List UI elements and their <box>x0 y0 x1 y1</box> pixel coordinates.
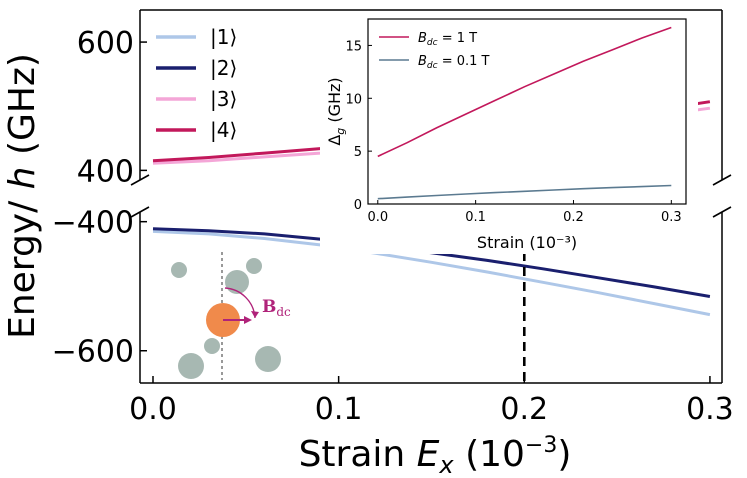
legend-label-2: |2⟩ <box>210 56 237 80</box>
rotation-arc-head <box>251 311 259 318</box>
inset-background <box>320 14 698 254</box>
x-tick-label: 0.0 <box>129 392 177 427</box>
inset-y-tick-label: 15 <box>345 39 362 54</box>
field-arrow-head <box>244 316 252 324</box>
inset-series-line-2 <box>377 184 672 200</box>
inset-x-tick-label: 0.1 <box>465 210 486 225</box>
inset-x-tick-label: 0.2 <box>563 210 584 225</box>
legend-label-3: |3⟩ <box>210 87 237 111</box>
y-tick-label: 600 <box>77 26 134 61</box>
axis-break-mark <box>130 174 150 186</box>
inset-legend-label-2: Bdc = 0.1 T <box>418 54 490 71</box>
inset-plot: 0.0 0.1 0.2 0.3 0 5 10 15 Strain (10⁻³) Δg (GHz) B… <box>320 14 698 254</box>
trapped-ion-schematic: Bdc <box>171 252 291 380</box>
series-line-1 <box>152 229 711 317</box>
ion-circle <box>255 346 281 372</box>
ion-circle <box>204 338 220 354</box>
inset-x-axis-label: Strain (10⁻³) <box>477 233 577 252</box>
inset-y-tick-label: 10 <box>345 92 362 107</box>
field-label: Bdc <box>262 297 291 319</box>
inset-x-tick-label: 0.3 <box>661 210 682 225</box>
inset-y-tick-label: 0 <box>354 198 362 213</box>
x-tick-label: 0.2 <box>500 392 548 427</box>
ion-circle <box>178 353 204 379</box>
x-axis-label: Strain Ex (10−3) <box>299 433 572 478</box>
inset-series-line-1 <box>377 26 672 158</box>
axis-break-mark <box>712 174 732 186</box>
y-tick-label: −400 <box>52 206 134 241</box>
inset-y-axis-label: Δg (GHz) <box>325 77 347 145</box>
main-legend: |1⟩ |2⟩ |3⟩ |4⟩ <box>156 25 237 142</box>
ion-circle <box>171 262 187 278</box>
inset-legend-label-1: Bdc = 1 T <box>418 31 477 48</box>
ion-circle <box>225 270 249 294</box>
x-tick-label: 0.1 <box>315 392 363 427</box>
inset-y-tick-label: 5 <box>354 145 362 160</box>
inset-x-tick-label: 0.0 <box>367 210 388 225</box>
y-tick-label: 400 <box>77 154 134 189</box>
axis-break-mark <box>712 206 732 218</box>
inset-frame <box>367 18 687 205</box>
x-tick-label: 0.3 <box>686 392 734 427</box>
legend-label-1: |1⟩ <box>210 25 237 49</box>
y-tick-label: −600 <box>52 335 134 370</box>
main-plot: 600 400 −400 −600 0.0 0.1 0.2 0.3 <box>52 9 734 427</box>
ion-circle <box>246 258 262 274</box>
legend-label-4: |4⟩ <box>210 118 237 142</box>
y-axis-label: Energy/ h (GHz) <box>2 53 43 339</box>
axis-break-mark <box>130 206 150 218</box>
